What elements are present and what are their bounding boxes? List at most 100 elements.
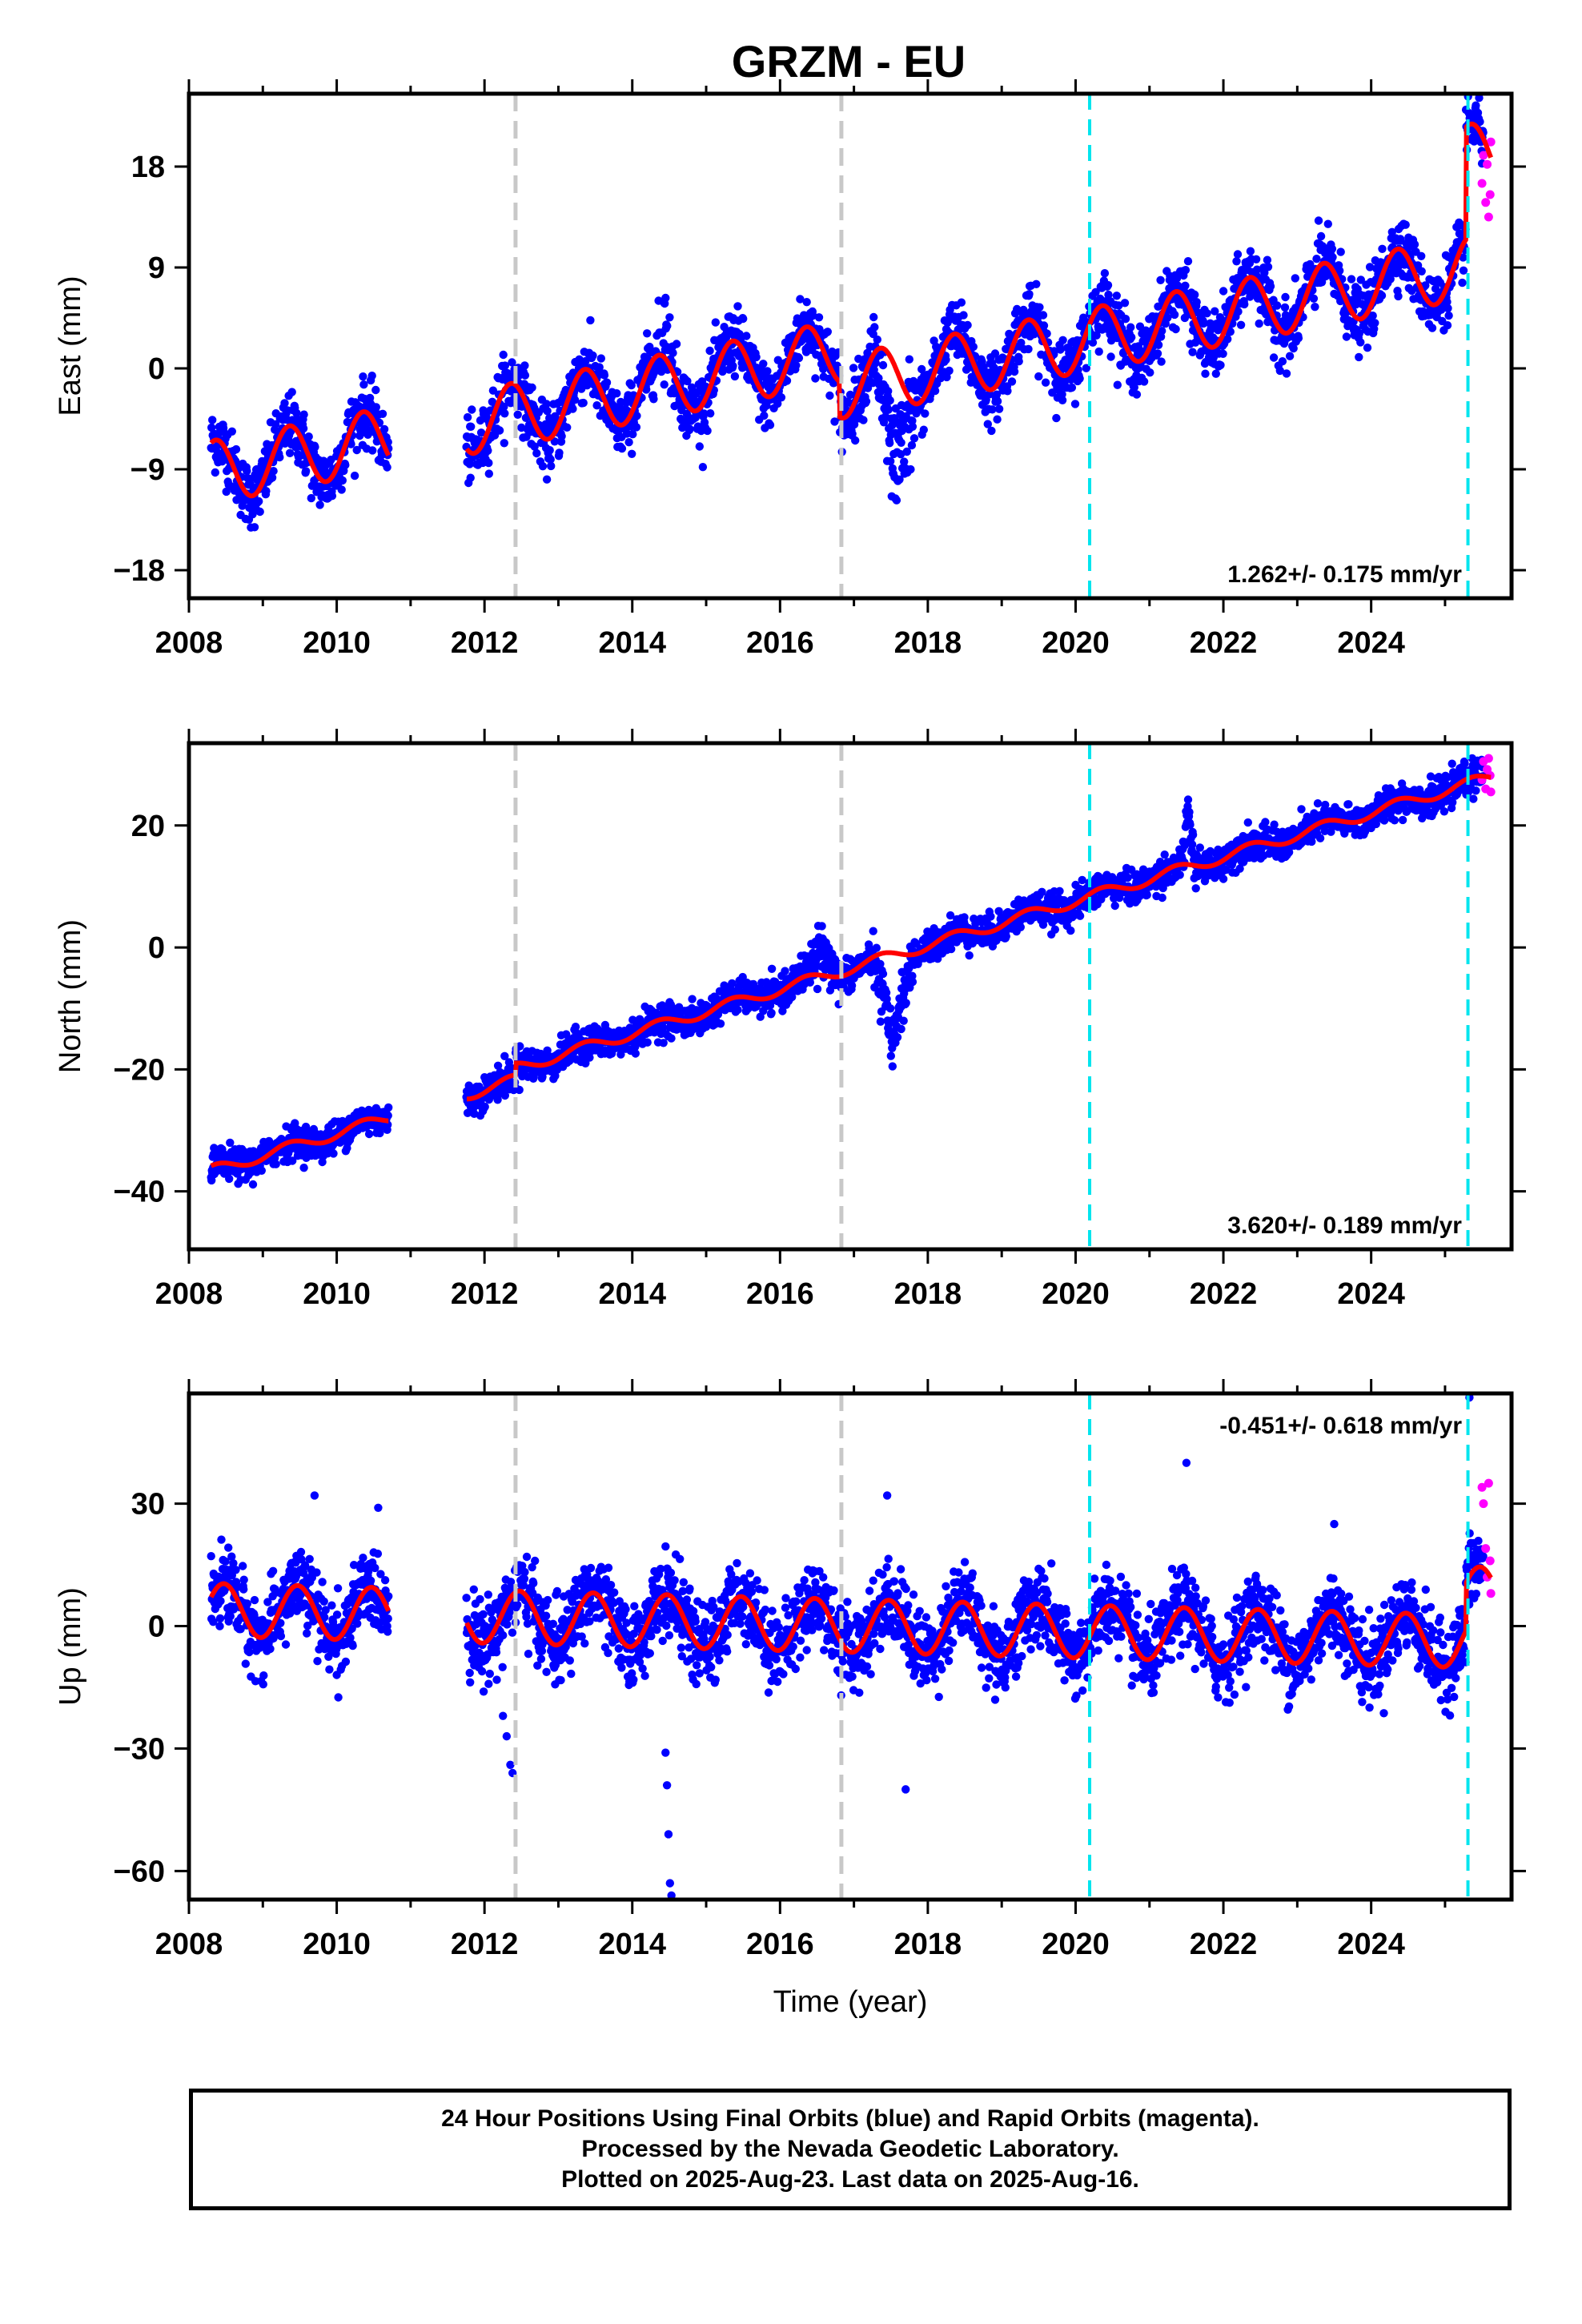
data-point <box>1263 263 1273 271</box>
data-point <box>1443 304 1452 313</box>
data-point <box>739 314 748 324</box>
data-point <box>685 424 694 433</box>
data-point <box>902 447 912 456</box>
data-point <box>555 448 564 457</box>
data-point <box>1088 338 1098 347</box>
data-point <box>1410 240 1419 249</box>
data-point <box>1252 265 1262 274</box>
data-point <box>1066 926 1075 935</box>
data-point <box>484 1095 493 1104</box>
data-point <box>628 449 636 458</box>
data-point <box>1289 344 1298 353</box>
data-point <box>267 473 277 482</box>
data-point <box>870 323 879 332</box>
data-point <box>698 463 708 472</box>
data-point <box>520 371 530 380</box>
y-tick-label: 9 <box>148 251 165 285</box>
data-point <box>211 468 219 477</box>
data-point <box>1226 328 1235 336</box>
data-point <box>500 1051 509 1061</box>
data-point <box>248 1180 258 1189</box>
data-point <box>1356 275 1366 284</box>
data-point <box>1191 290 1199 300</box>
rapid-point <box>1483 159 1492 169</box>
data-point <box>908 977 917 987</box>
data-point <box>1219 349 1227 358</box>
data-point <box>823 328 833 336</box>
data-point <box>886 1051 896 1060</box>
data-point <box>363 430 372 439</box>
data-point <box>1035 303 1044 312</box>
data-point <box>371 403 380 412</box>
data-point <box>271 420 280 428</box>
data-point <box>307 493 315 503</box>
data-point <box>705 346 714 356</box>
data-point <box>814 313 824 322</box>
data-point <box>886 1004 895 1013</box>
data-point <box>878 969 888 979</box>
data-point <box>905 355 914 364</box>
data-point <box>384 1103 393 1112</box>
data-point <box>716 1019 725 1028</box>
data-point <box>542 475 552 484</box>
y-tick-label: −18 <box>114 554 165 588</box>
data-point <box>869 312 878 322</box>
data-point <box>805 978 814 987</box>
x-tick-label: 2010 <box>303 626 371 660</box>
data-point <box>1417 267 1426 275</box>
data-point <box>1233 250 1243 259</box>
data-point <box>352 445 361 455</box>
data-point <box>364 1129 374 1139</box>
data-point <box>907 440 917 450</box>
x-tick-label: 2020 <box>1042 626 1110 660</box>
data-point <box>942 356 950 364</box>
data-point <box>1014 357 1023 366</box>
data-point <box>581 356 590 366</box>
data-point <box>872 943 881 952</box>
data-point <box>1459 266 1468 275</box>
data-point <box>1427 324 1437 332</box>
data-point <box>936 374 946 383</box>
data-point <box>1342 332 1351 341</box>
data-point <box>1421 281 1430 290</box>
data-point <box>250 523 259 532</box>
data-point <box>1386 275 1395 283</box>
data-point <box>547 461 556 471</box>
data-point <box>546 455 555 464</box>
data-point <box>500 361 509 370</box>
data-point <box>861 397 871 406</box>
y-axis-label: East (mm) <box>54 275 87 416</box>
data-point <box>530 442 539 451</box>
data-point <box>1188 348 1197 356</box>
data-point <box>1401 220 1410 229</box>
data-point <box>280 399 289 408</box>
data-point <box>350 471 359 480</box>
data-point <box>1139 377 1149 386</box>
data-point <box>1158 327 1166 336</box>
data-point <box>759 360 768 368</box>
data-point <box>1010 367 1019 376</box>
data-point <box>632 423 641 432</box>
data-point <box>1103 280 1113 290</box>
data-point <box>1003 387 1012 396</box>
y-tick-label: 0 <box>148 352 165 386</box>
data-point <box>1157 357 1166 366</box>
data-point <box>688 995 697 1003</box>
data-point <box>901 999 910 1007</box>
data-point <box>871 359 881 368</box>
data-point <box>612 389 621 398</box>
data-point <box>243 466 251 476</box>
data-point <box>817 922 826 931</box>
data-point <box>643 329 652 338</box>
data-point <box>617 444 627 453</box>
data-point <box>301 467 311 476</box>
data-point <box>493 1061 503 1071</box>
data-point <box>1476 117 1484 127</box>
data-point <box>994 404 1004 413</box>
data-point <box>550 437 559 446</box>
data-point <box>1285 352 1295 360</box>
data-point <box>581 1059 590 1068</box>
data-point <box>467 422 476 431</box>
data-point <box>1192 298 1201 307</box>
